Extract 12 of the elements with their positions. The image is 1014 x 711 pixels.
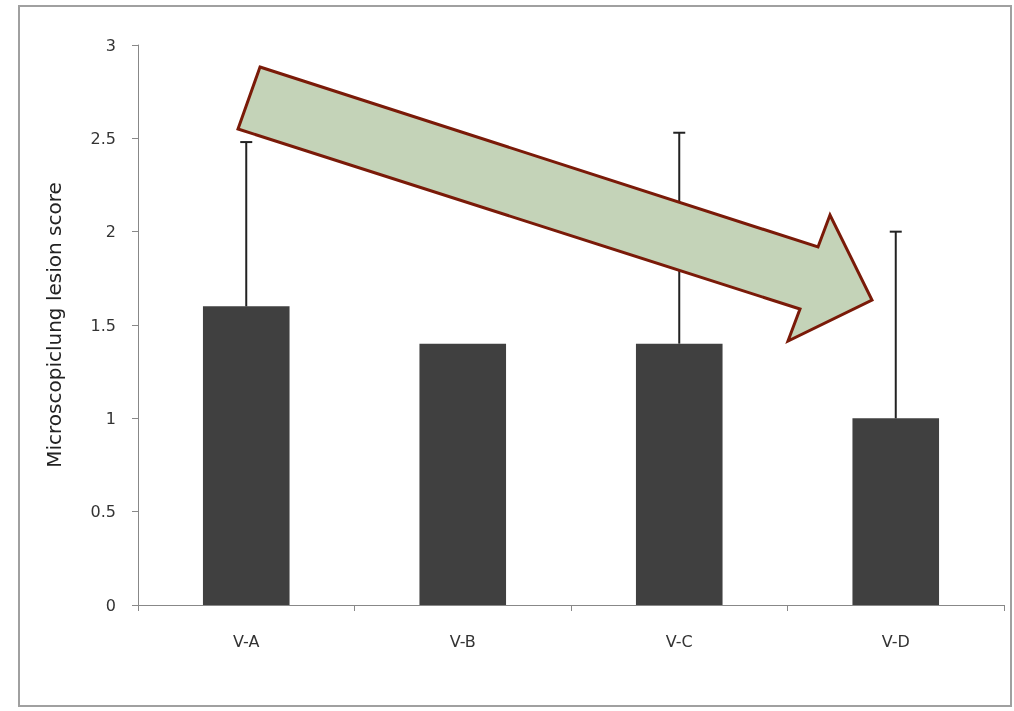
x-tick-label: V-C bbox=[665, 631, 693, 651]
y-tick-label: 0.5 bbox=[90, 502, 116, 522]
y-tick-label: 2 bbox=[105, 222, 116, 242]
y-tick-label: 0 bbox=[105, 595, 116, 615]
y-tick-label: 2.5 bbox=[90, 128, 116, 148]
x-tick-label: V-B bbox=[449, 631, 476, 651]
x-tick-label: V-D bbox=[881, 631, 910, 651]
y-tick-label: 1 bbox=[105, 408, 116, 428]
y-axis-title: Microscopiclung lesion score bbox=[42, 182, 66, 468]
y-tick-label: 3 bbox=[105, 35, 116, 55]
y-tick-label: 1.5 bbox=[90, 315, 116, 335]
x-tick-label: V-A bbox=[233, 631, 260, 651]
